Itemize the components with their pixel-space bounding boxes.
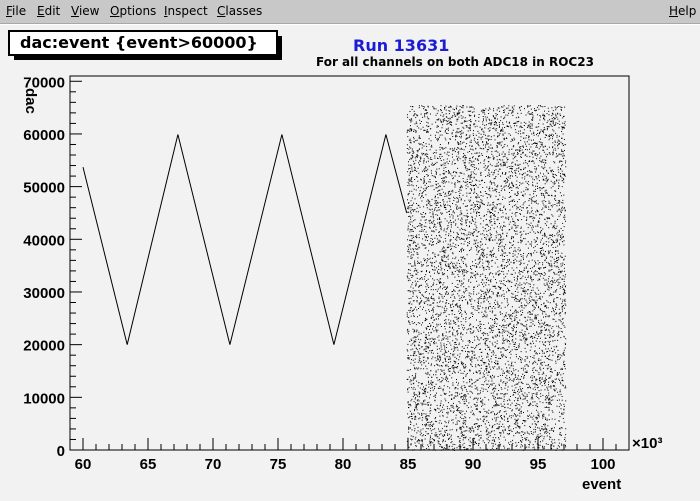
y-tick-label: 60000: [23, 127, 65, 144]
y-tick-label: 70000: [23, 74, 65, 91]
run-label: Run 13631: [353, 36, 450, 55]
x-tick-label: 95: [530, 456, 547, 473]
x-axis-multiplier: ×10³: [632, 435, 662, 452]
y-tick-label: 0: [57, 443, 65, 460]
y-tick-label: 10000: [23, 390, 65, 407]
menu-options[interactable]: Options: [110, 4, 157, 18]
x-tick-label: 70: [205, 456, 222, 473]
y-tick-label: 30000: [23, 285, 65, 302]
x-tick-label: 100: [590, 456, 615, 473]
x-tick-label: 85: [400, 456, 417, 473]
dac-triangle-wave: [82, 134, 408, 345]
scatter-dots: [406, 105, 567, 451]
x-tick-label: 60: [75, 456, 92, 473]
x-tick-label: 75: [270, 456, 287, 473]
y-tick-label: 40000: [23, 232, 65, 249]
plot-subtitle: For all channels on both ADC18 in ROC23: [316, 55, 594, 69]
y-tick-label: 20000: [23, 338, 65, 355]
plot-frame: [69, 75, 630, 451]
scatter-points: [406, 105, 567, 451]
plot-title-box[interactable]: dac:event {event>60000}: [8, 30, 282, 60]
y-tick-label: 50000: [23, 180, 65, 197]
x-tick-label: 90: [465, 456, 482, 473]
menu-inspect[interactable]: Inspect: [164, 4, 208, 18]
menu-file[interactable]: File: [6, 4, 27, 18]
x-tick-label: 80: [335, 456, 352, 473]
menu-edit[interactable]: Edit: [37, 4, 61, 18]
x-axis-title: event: [582, 476, 621, 493]
menu-help[interactable]: Help: [669, 4, 697, 18]
x-tick-label: 65: [140, 456, 157, 473]
y-axis-title: dac: [22, 88, 39, 114]
menu-classes[interactable]: Classes: [217, 4, 263, 18]
menu-bar: File Edit View Options Inspect Classes H…: [0, 0, 700, 24]
menu-view[interactable]: View: [71, 4, 100, 18]
